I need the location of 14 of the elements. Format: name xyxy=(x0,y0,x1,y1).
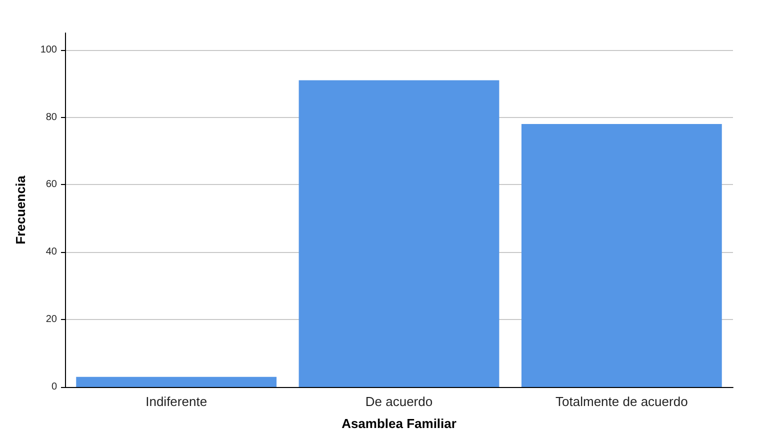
x-tick-label: Indiferente xyxy=(146,394,208,409)
x-axis-title: Asamblea Familiar xyxy=(342,416,456,431)
y-tick-label: 40 xyxy=(46,246,58,258)
y-tick-label: 20 xyxy=(46,314,58,326)
y-tick-label: 80 xyxy=(46,112,58,123)
bar xyxy=(298,80,500,387)
y-tick-label: 100 xyxy=(40,44,58,56)
x-tick-label: De acuerdo xyxy=(365,394,433,409)
y-axis-title: Frecuencia xyxy=(13,174,28,244)
x-tick-label: Totalmente de acuerdo xyxy=(556,394,688,409)
bar xyxy=(76,376,277,387)
y-tick-label: 0 xyxy=(51,382,58,392)
bar xyxy=(521,124,722,387)
y-tick-label: 60 xyxy=(46,179,58,190)
